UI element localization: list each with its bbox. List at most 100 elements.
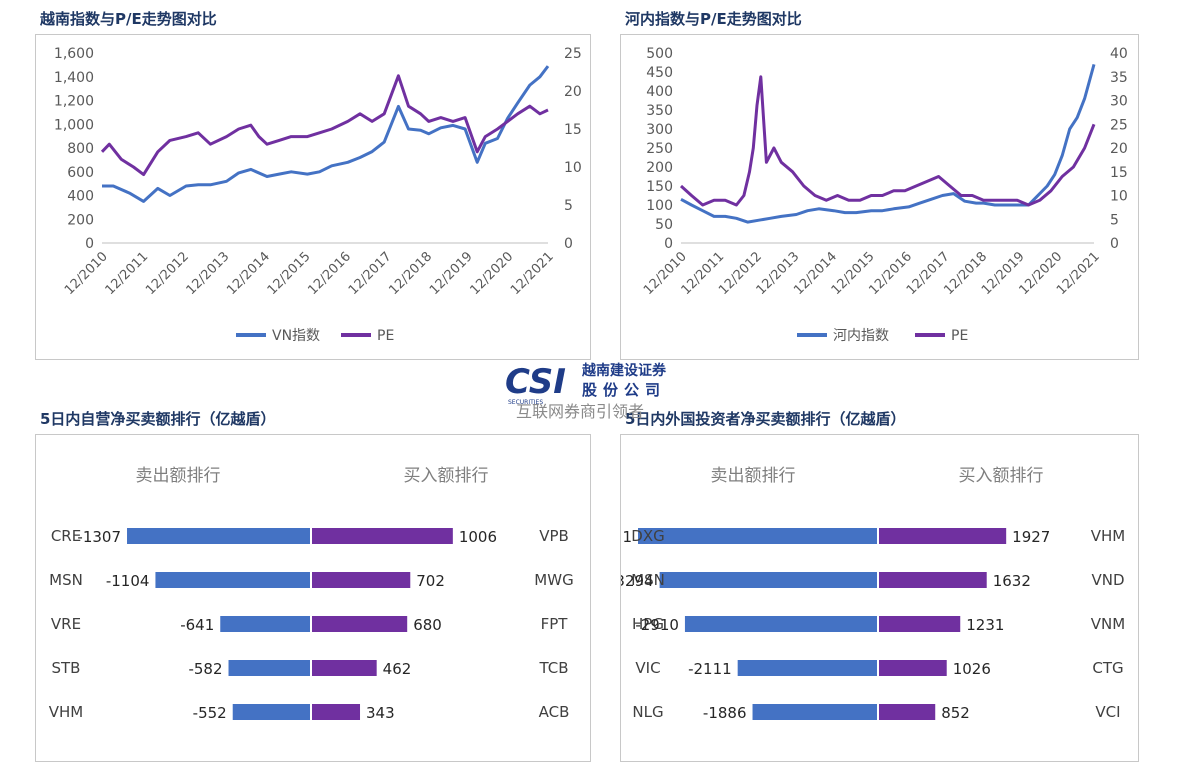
buy-bar (879, 528, 1007, 544)
x-tick-label: 12/2018 (386, 249, 435, 298)
buy-value-label: 1231 (966, 616, 1004, 634)
buy-bar (879, 704, 936, 720)
buy-bar (312, 704, 361, 720)
legend-label: PE (951, 328, 968, 344)
left-tick-label: 500 (646, 46, 673, 62)
x-tick-label: 12/2021 (508, 249, 557, 298)
buy-bar (312, 572, 411, 588)
buy-value-label: 1632 (993, 572, 1031, 590)
right-tick-label: 15 (564, 122, 582, 138)
sell-stock-code: STB (52, 659, 81, 677)
csi-logo-mark: CSI (505, 362, 566, 402)
sell-bar (232, 704, 310, 720)
vn-chart: 0 200 400 600 800 1,000 1,200 1,400 1,600 0 5 10 15 2… (54, 46, 582, 344)
sell-bar (659, 572, 877, 588)
buy-bar (879, 616, 961, 632)
buy-bar (879, 660, 947, 676)
x-tick-label: 12/2011 (103, 249, 152, 298)
prop-bar-chart: 卖出额排行 买入额排行 CRE VPB -1307 1006 MSN MWG -1104 702 V… (49, 466, 574, 722)
left-tick-label: 50 (655, 217, 673, 233)
sell-value-label: -641 (180, 616, 214, 634)
x-tick-label: 12/2012 (143, 249, 192, 298)
series-line-pe (100, 74, 549, 177)
left-tick-label: 1,000 (54, 117, 94, 133)
sell-value-label: -552 (193, 704, 227, 722)
right-tick-label: 5 (1110, 212, 1119, 228)
sell-bar (220, 616, 310, 632)
right-tick-label: 25 (564, 46, 582, 62)
right-tick-label: 25 (1110, 117, 1128, 133)
buy-rank-header: 买入额排行 (404, 466, 489, 486)
x-tick-label: 12/2020 (467, 249, 516, 298)
vn-chart-title: 越南指数与P/E走势图对比 (40, 10, 217, 28)
buy-value-label: 343 (366, 704, 395, 722)
buy-value-label: 680 (413, 616, 442, 634)
buy-bar (879, 572, 987, 588)
left-tick-label: 150 (646, 179, 673, 195)
sell-stock-code: MSN (631, 571, 665, 589)
left-tick-label: 350 (646, 103, 673, 119)
x-tick-label: 12/2017 (346, 249, 395, 298)
left-tick-label: 1,400 (54, 70, 94, 86)
left-tick-label: 1,200 (54, 94, 94, 110)
watermark-text: 互联网券商引领者 (516, 402, 645, 421)
hn-chart-title: 河内指数与P/E走势图对比 (625, 10, 802, 28)
hn-chart-panel: 0 50 100 150 200 250 300 350 400 450 500 0 5 10 15 20 25… (620, 34, 1139, 360)
sell-value-label: -2111 (688, 660, 732, 678)
foreign-bar-chart: 卖出额排行 买入额排行 DXG VHM -3621 1927 MSN VND -3294 1632… (588, 466, 1125, 722)
x-tick-label: 12/2014 (224, 249, 273, 298)
right-tick-label: 0 (1110, 236, 1119, 252)
legend-label: PE (377, 328, 394, 344)
foreign-chart-title: 5日内外国投资者净买卖额排行（亿越盾） (625, 410, 906, 428)
left-tick-label: 400 (646, 84, 673, 100)
prop-chart-panel: 卖出额排行 买入额排行 CRE VPB -1307 1006 MSN MWG -1104 702 V… (35, 434, 591, 762)
series-line-index (680, 64, 1096, 224)
sell-stock-code: DXG (631, 527, 664, 545)
right-tick-label: 10 (1110, 189, 1128, 205)
buy-rank-header: 买入额排行 (959, 466, 1044, 486)
sell-stock-code: HPG (632, 615, 664, 633)
sell-bar (155, 572, 310, 588)
sell-value-label: -582 (188, 660, 222, 678)
left-tick-label: 0 (664, 236, 673, 252)
right-tick-label: 20 (564, 84, 582, 100)
right-tick-label: 40 (1110, 46, 1128, 62)
right-tick-label: 15 (1110, 165, 1128, 181)
buy-value-label: 1927 (1012, 528, 1050, 546)
sell-stock-code: VHM (49, 703, 83, 721)
sell-stock-code: NLG (632, 703, 663, 721)
buy-stock-code: FPT (541, 615, 569, 633)
left-tick-label: 400 (67, 189, 94, 205)
left-tick-label: 250 (646, 141, 673, 157)
left-tick-label: 100 (646, 198, 673, 214)
sell-bar (127, 528, 311, 544)
sell-stock-code: MSN (49, 571, 83, 589)
sell-rank-header: 卖出额排行 (136, 466, 221, 486)
buy-stock-code: VPB (539, 527, 569, 545)
legend-label: 河内指数 (833, 328, 889, 344)
buy-value-label: 1006 (459, 528, 497, 546)
buy-bar (312, 660, 377, 676)
csi-logo-cn-line1: 越南建设证券 (582, 363, 666, 379)
vn-chart-panel: 0 200 400 600 800 1,000 1,200 1,400 1,600 0 5 10 15 2… (35, 34, 591, 360)
x-tick-label: 12/2013 (184, 249, 233, 298)
buy-stock-code: VCI (1095, 703, 1120, 721)
csi-logo-sub: SECURITIES (508, 399, 543, 406)
prop-chart-title: 5日内自营净买卖额排行（亿越盾） (40, 410, 276, 428)
sell-value-label: -3621 (621, 528, 632, 546)
left-tick-label: 200 (646, 160, 673, 176)
buy-stock-code: VNM (1091, 615, 1125, 633)
series-line-index (102, 65, 550, 203)
buy-bar (312, 528, 453, 544)
buy-stock-code: TCB (538, 659, 568, 677)
sell-bar (737, 660, 877, 676)
left-tick-label: 0 (85, 236, 94, 252)
right-tick-label: 5 (564, 198, 573, 214)
buy-value-label: 1026 (953, 660, 991, 678)
right-tick-label: 35 (1110, 70, 1128, 86)
sell-bar (684, 616, 877, 632)
buy-stock-code: VHM (1091, 527, 1125, 545)
left-tick-label: 1,600 (54, 46, 94, 62)
sell-value-label: -1886 (703, 704, 747, 722)
sell-stock-code: CRE (51, 527, 81, 545)
